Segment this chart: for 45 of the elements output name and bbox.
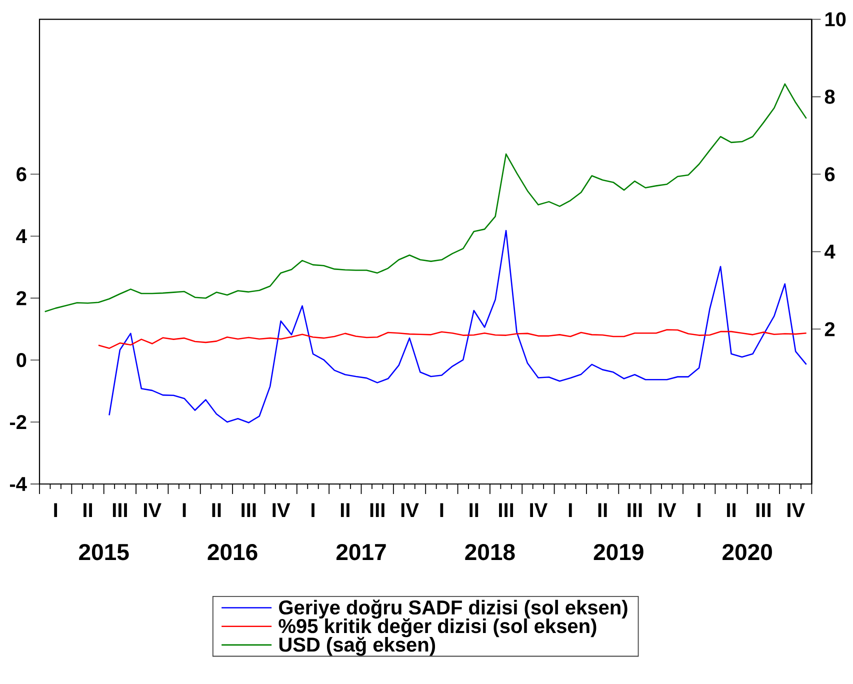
x-tick-label: II bbox=[84, 503, 92, 517]
x-tick-label: I bbox=[698, 503, 701, 517]
x-tick-label: II bbox=[212, 503, 221, 517]
x-tick-label: III bbox=[242, 503, 256, 517]
y-tick-label: 0 bbox=[16, 352, 26, 368]
x-tick-label: III bbox=[628, 503, 642, 517]
x-tick-label: IV bbox=[272, 503, 290, 517]
x-tick-label: IV bbox=[788, 503, 805, 517]
x-tick-label: IV bbox=[530, 503, 548, 517]
legend-label: Geriye doğru SADF dizisi (sol eksen) bbox=[279, 600, 628, 619]
text: 2018 bbox=[465, 544, 515, 560]
x-tick-label: III bbox=[112, 503, 127, 517]
text: 2020 bbox=[722, 544, 772, 560]
x-tick-label: III bbox=[370, 503, 384, 517]
x-tick-label: I bbox=[312, 503, 314, 517]
y-tick-label: 6 bbox=[16, 167, 26, 182]
x-tick-label: II bbox=[727, 503, 736, 517]
x-tick-label: III bbox=[756, 503, 770, 517]
x-tick-label: I bbox=[568, 503, 572, 517]
x-tick-label: III bbox=[499, 503, 514, 517]
x-tick-label: II bbox=[340, 503, 350, 517]
y2-tick-label: 2 bbox=[824, 322, 835, 336]
legend-label: %95 kritik değer dizisi (sol eksen) bbox=[278, 618, 596, 638]
y2-tick-label: 8 bbox=[824, 90, 835, 104]
text: 2016 bbox=[208, 544, 258, 560]
x-tick-label: I bbox=[54, 503, 58, 517]
y2-tick-label: 6 bbox=[824, 167, 835, 182]
y-tick-label: 4 bbox=[16, 229, 27, 244]
legend-label: USD (sağ eksen) bbox=[279, 636, 436, 656]
x-tick-label: IV bbox=[144, 503, 162, 517]
text: 2015 bbox=[79, 544, 129, 560]
text: 2019 bbox=[594, 544, 644, 560]
x-tick-label: I bbox=[182, 503, 186, 517]
x-tick-label: IV bbox=[658, 503, 676, 517]
line-series bbox=[44, 83, 807, 312]
x-tick-label: II bbox=[598, 503, 607, 517]
x-tick-label: II bbox=[470, 503, 478, 517]
x-tick-label: IV bbox=[401, 503, 419, 517]
y2-tick-label: 4 bbox=[824, 244, 836, 259]
y-tick-label: -4 bbox=[10, 477, 27, 491]
text: 2017 bbox=[336, 544, 386, 560]
x-tick-label: I bbox=[440, 503, 444, 517]
y-tick-label: -2 bbox=[10, 415, 26, 430]
y-tick-label: 2 bbox=[16, 291, 26, 306]
y2-tick-label: 10 bbox=[825, 12, 846, 26]
